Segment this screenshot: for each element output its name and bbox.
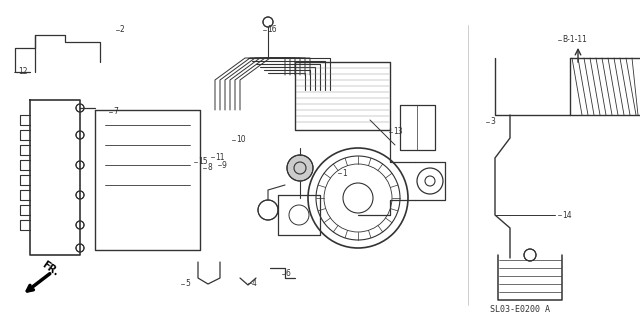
- Circle shape: [287, 155, 313, 181]
- Text: 7: 7: [113, 108, 118, 116]
- Text: 2: 2: [120, 26, 125, 34]
- Circle shape: [263, 17, 273, 27]
- Circle shape: [76, 244, 84, 252]
- Circle shape: [76, 161, 84, 169]
- Text: 12: 12: [18, 68, 28, 77]
- Circle shape: [76, 131, 84, 139]
- Text: 6: 6: [286, 270, 291, 278]
- Text: 16: 16: [267, 26, 276, 34]
- Text: 5: 5: [185, 279, 190, 288]
- Text: 3: 3: [490, 117, 495, 127]
- Text: 13: 13: [393, 128, 403, 137]
- Text: 9: 9: [222, 160, 227, 169]
- Text: 10: 10: [236, 136, 246, 145]
- Circle shape: [76, 191, 84, 199]
- Text: 4: 4: [252, 278, 257, 287]
- Circle shape: [258, 200, 278, 220]
- Text: 1: 1: [342, 168, 347, 177]
- Text: 8: 8: [207, 164, 212, 173]
- Text: FR.: FR.: [40, 259, 61, 278]
- Text: 15: 15: [198, 158, 207, 167]
- Circle shape: [76, 104, 84, 112]
- Circle shape: [524, 249, 536, 261]
- Text: 14: 14: [562, 211, 572, 219]
- Text: B-1-11: B-1-11: [562, 35, 587, 44]
- Text: 11: 11: [215, 152, 225, 161]
- Circle shape: [76, 221, 84, 229]
- Text: SL03-E0200 A: SL03-E0200 A: [490, 306, 550, 315]
